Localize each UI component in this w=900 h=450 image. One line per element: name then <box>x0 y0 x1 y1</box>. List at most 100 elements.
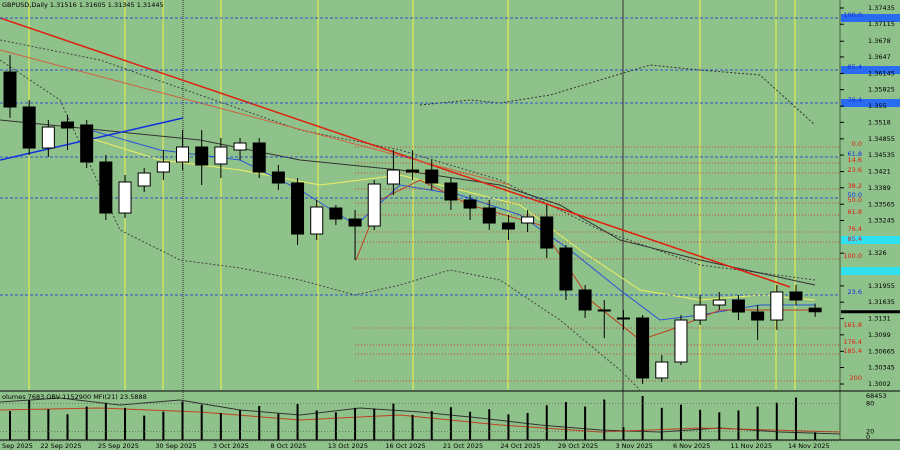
candle-body <box>808 307 822 313</box>
y-tick-label: 1.355 <box>868 102 887 110</box>
y-tick-label: 1.34855 <box>868 135 895 143</box>
candle-body <box>712 299 726 306</box>
candle-body <box>770 291 784 321</box>
candle-body <box>310 206 324 235</box>
level-highlight <box>841 66 900 74</box>
candle-body <box>578 289 592 311</box>
fib-label: 0.0 <box>852 140 862 148</box>
candle-body <box>559 247 573 291</box>
fib-label: 50.0 <box>848 191 862 199</box>
candle-body <box>233 142 247 151</box>
x-tick-label: 14 Nov 2025 <box>788 442 830 450</box>
candle-body <box>367 183 381 227</box>
y-tick-label: 1.34535 <box>868 151 895 159</box>
candle-body <box>501 222 515 230</box>
candle-body <box>521 216 535 224</box>
x-tick-label: Sep 2025 <box>2 442 33 450</box>
y-tick-label: 1.31955 <box>868 282 895 290</box>
candle-body <box>80 124 94 163</box>
volume-tick-label: 68453 <box>866 392 887 400</box>
level-highlight <box>841 236 900 244</box>
y-tick-label: 1.3518 <box>868 118 891 126</box>
candle-body <box>252 142 266 173</box>
candle-body <box>291 182 305 235</box>
y-tick-label: 1.31635 <box>868 298 895 306</box>
candle-body <box>386 169 400 185</box>
fib-label: 14.6 <box>848 156 862 164</box>
candle-body <box>463 199 477 209</box>
indicator-label: olumes 7683 OBV 1152900 MFI(21) 23.5888 <box>2 393 147 401</box>
candle-body <box>482 207 496 224</box>
fib-label: 61.8 <box>848 150 862 158</box>
x-tick-label: 13 Oct 2025 <box>328 442 368 450</box>
y-tick-label: 1.36145 <box>868 69 895 77</box>
candle-body <box>99 161 113 214</box>
y-tick-label: 1.33245 <box>868 216 895 224</box>
y-tick-label: 1.3099 <box>868 331 891 339</box>
moving-average <box>79 134 816 301</box>
x-tick-label: 6 Nov 2025 <box>673 442 711 450</box>
y-tick-label: 1.3389 <box>868 184 891 192</box>
x-tick-label: 25 Sep 2025 <box>98 442 139 450</box>
y-tick-label: 1.3421 <box>868 168 891 176</box>
candle-body <box>22 106 36 149</box>
fib-label: 38.2 <box>848 182 862 190</box>
fib-label: 100.0 <box>843 11 862 19</box>
candle-body <box>425 169 439 184</box>
candle-body <box>674 319 688 363</box>
fib-label: 76.4 <box>848 96 862 104</box>
fib-label: 50.0 <box>848 196 862 204</box>
fib-label: 61.8 <box>848 208 862 216</box>
candle-body <box>348 218 362 227</box>
y-tick-label: 1.33565 <box>868 200 895 208</box>
candle-body <box>444 182 458 201</box>
candle-body <box>789 291 803 301</box>
candle-body <box>195 146 209 166</box>
x-tick-label: 29 Oct 2025 <box>558 442 598 450</box>
mfi-tick-label: 0 <box>866 433 870 441</box>
y-tick-label: 1.3002 <box>868 380 891 388</box>
candle-body <box>693 304 707 321</box>
bollinger-upper <box>0 39 816 281</box>
x-tick-label: 3 Oct 2025 <box>213 442 249 450</box>
y-tick-label: 1.30345 <box>868 364 895 372</box>
moving-average <box>0 119 816 286</box>
candle-body <box>118 181 132 214</box>
fib-label: 176.4 <box>843 338 862 346</box>
fib-label: 23.6 <box>848 288 862 296</box>
fib-label: 200 <box>850 374 862 382</box>
obv-line <box>0 407 841 433</box>
x-tick-label: 8 Oct 2025 <box>270 442 306 450</box>
candle-body <box>156 161 170 173</box>
candle-body <box>329 207 343 220</box>
moving-average <box>89 129 815 321</box>
candle-body <box>597 309 611 312</box>
bollinger-upper-2 <box>419 64 816 126</box>
candle-body <box>61 121 75 129</box>
candle-body <box>540 216 554 249</box>
candle-body <box>137 172 151 187</box>
level-highlight <box>841 99 900 107</box>
candle-body <box>731 299 745 313</box>
candle-body <box>751 311 765 321</box>
level-highlight <box>841 14 900 22</box>
candle-body <box>41 126 55 149</box>
x-tick-label: 16 Oct 2025 <box>385 442 425 450</box>
level-highlight <box>841 267 900 275</box>
mfi-tick-label: 20 <box>866 428 874 436</box>
y-tick-label: 1.3647 <box>868 53 891 61</box>
fib-label: 100.0 <box>843 252 862 260</box>
candle-body <box>271 171 285 184</box>
y-tick-label: 1.30665 <box>868 347 895 355</box>
candle-body <box>214 146 228 165</box>
fib-label: 161.8 <box>843 321 862 329</box>
fib-label: 185.4 <box>843 347 862 355</box>
candle-body <box>655 361 669 379</box>
y-tick-label: 1.326 <box>868 249 887 257</box>
candle-body <box>636 317 650 379</box>
y-tick-label: 1.3678 <box>868 37 891 45</box>
mfi-tick-label: 80 <box>866 400 874 408</box>
x-tick-label: 11 Nov 2025 <box>730 442 772 450</box>
